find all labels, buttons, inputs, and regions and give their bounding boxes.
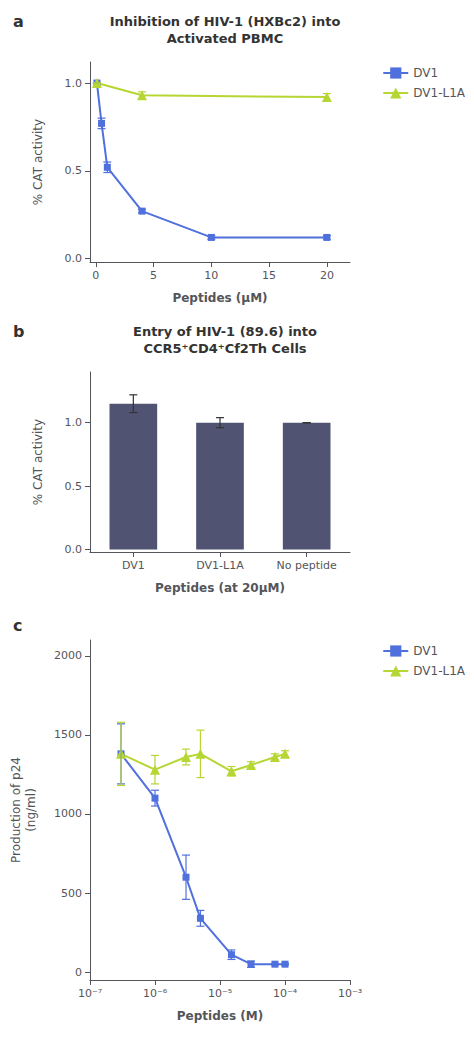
svg-text:DV1-L1A: DV1-L1A [413,86,466,100]
svg-text:0.0: 0.0 [65,543,83,556]
svg-text:b: b [13,322,24,341]
svg-text:0.5: 0.5 [65,164,83,177]
svg-text:2000: 2000 [54,649,82,662]
svg-text:20: 20 [320,269,334,282]
svg-text:1.0: 1.0 [65,416,83,429]
svg-text:DV1: DV1 [413,66,438,80]
svg-text:No peptide: No peptide [277,559,338,572]
svg-text:1.0: 1.0 [65,77,83,90]
svg-text:10⁻³: 10⁻³ [338,987,362,1000]
svg-text:0: 0 [92,269,99,282]
svg-text:DV1: DV1 [122,559,145,572]
svg-text:5: 5 [150,269,157,282]
svg-text:% CAT activity: % CAT activity [31,119,45,205]
svg-text:0.0: 0.0 [65,252,83,265]
svg-text:DV1-L1A: DV1-L1A [196,559,244,572]
svg-text:DV1-L1A: DV1-L1A [413,664,466,678]
svg-text:Activated PBMC: Activated PBMC [167,31,283,46]
svg-text:10⁻⁵: 10⁻⁵ [208,987,232,1000]
svg-text:Peptides (at 20μM): Peptides (at 20μM) [155,581,285,595]
svg-text:Peptides (M): Peptides (M) [177,1009,263,1023]
svg-text:(ng/ml): (ng/ml) [24,788,38,832]
svg-text:10: 10 [204,269,218,282]
svg-text:CCR5⁺CD4⁺Cf2Th Cells: CCR5⁺CD4⁺Cf2Th Cells [143,341,306,356]
svg-text:c: c [13,616,22,635]
svg-text:15: 15 [262,269,276,282]
svg-text:Production of p24: Production of p24 [9,757,23,863]
svg-text:1500: 1500 [54,728,82,741]
svg-text:10⁻⁴: 10⁻⁴ [273,987,298,1000]
svg-text:a: a [13,12,24,31]
svg-text:DV1: DV1 [413,644,438,658]
svg-text:1000: 1000 [54,807,82,820]
svg-text:500: 500 [61,887,82,900]
svg-text:% CAT activity: % CAT activity [31,419,45,505]
svg-text:0.5: 0.5 [65,480,83,493]
svg-text:Peptides (μM): Peptides (μM) [172,291,267,305]
svg-text:Entry of HIV-1 (89.6) into: Entry of HIV-1 (89.6) into [133,324,317,339]
svg-text:0: 0 [75,966,82,979]
svg-text:10⁻⁶: 10⁻⁶ [143,987,168,1000]
svg-text:Inhibition of HIV-1 (HXBc2) in: Inhibition of HIV-1 (HXBc2) into [110,14,341,29]
svg-text:10⁻⁷: 10⁻⁷ [78,987,102,1000]
